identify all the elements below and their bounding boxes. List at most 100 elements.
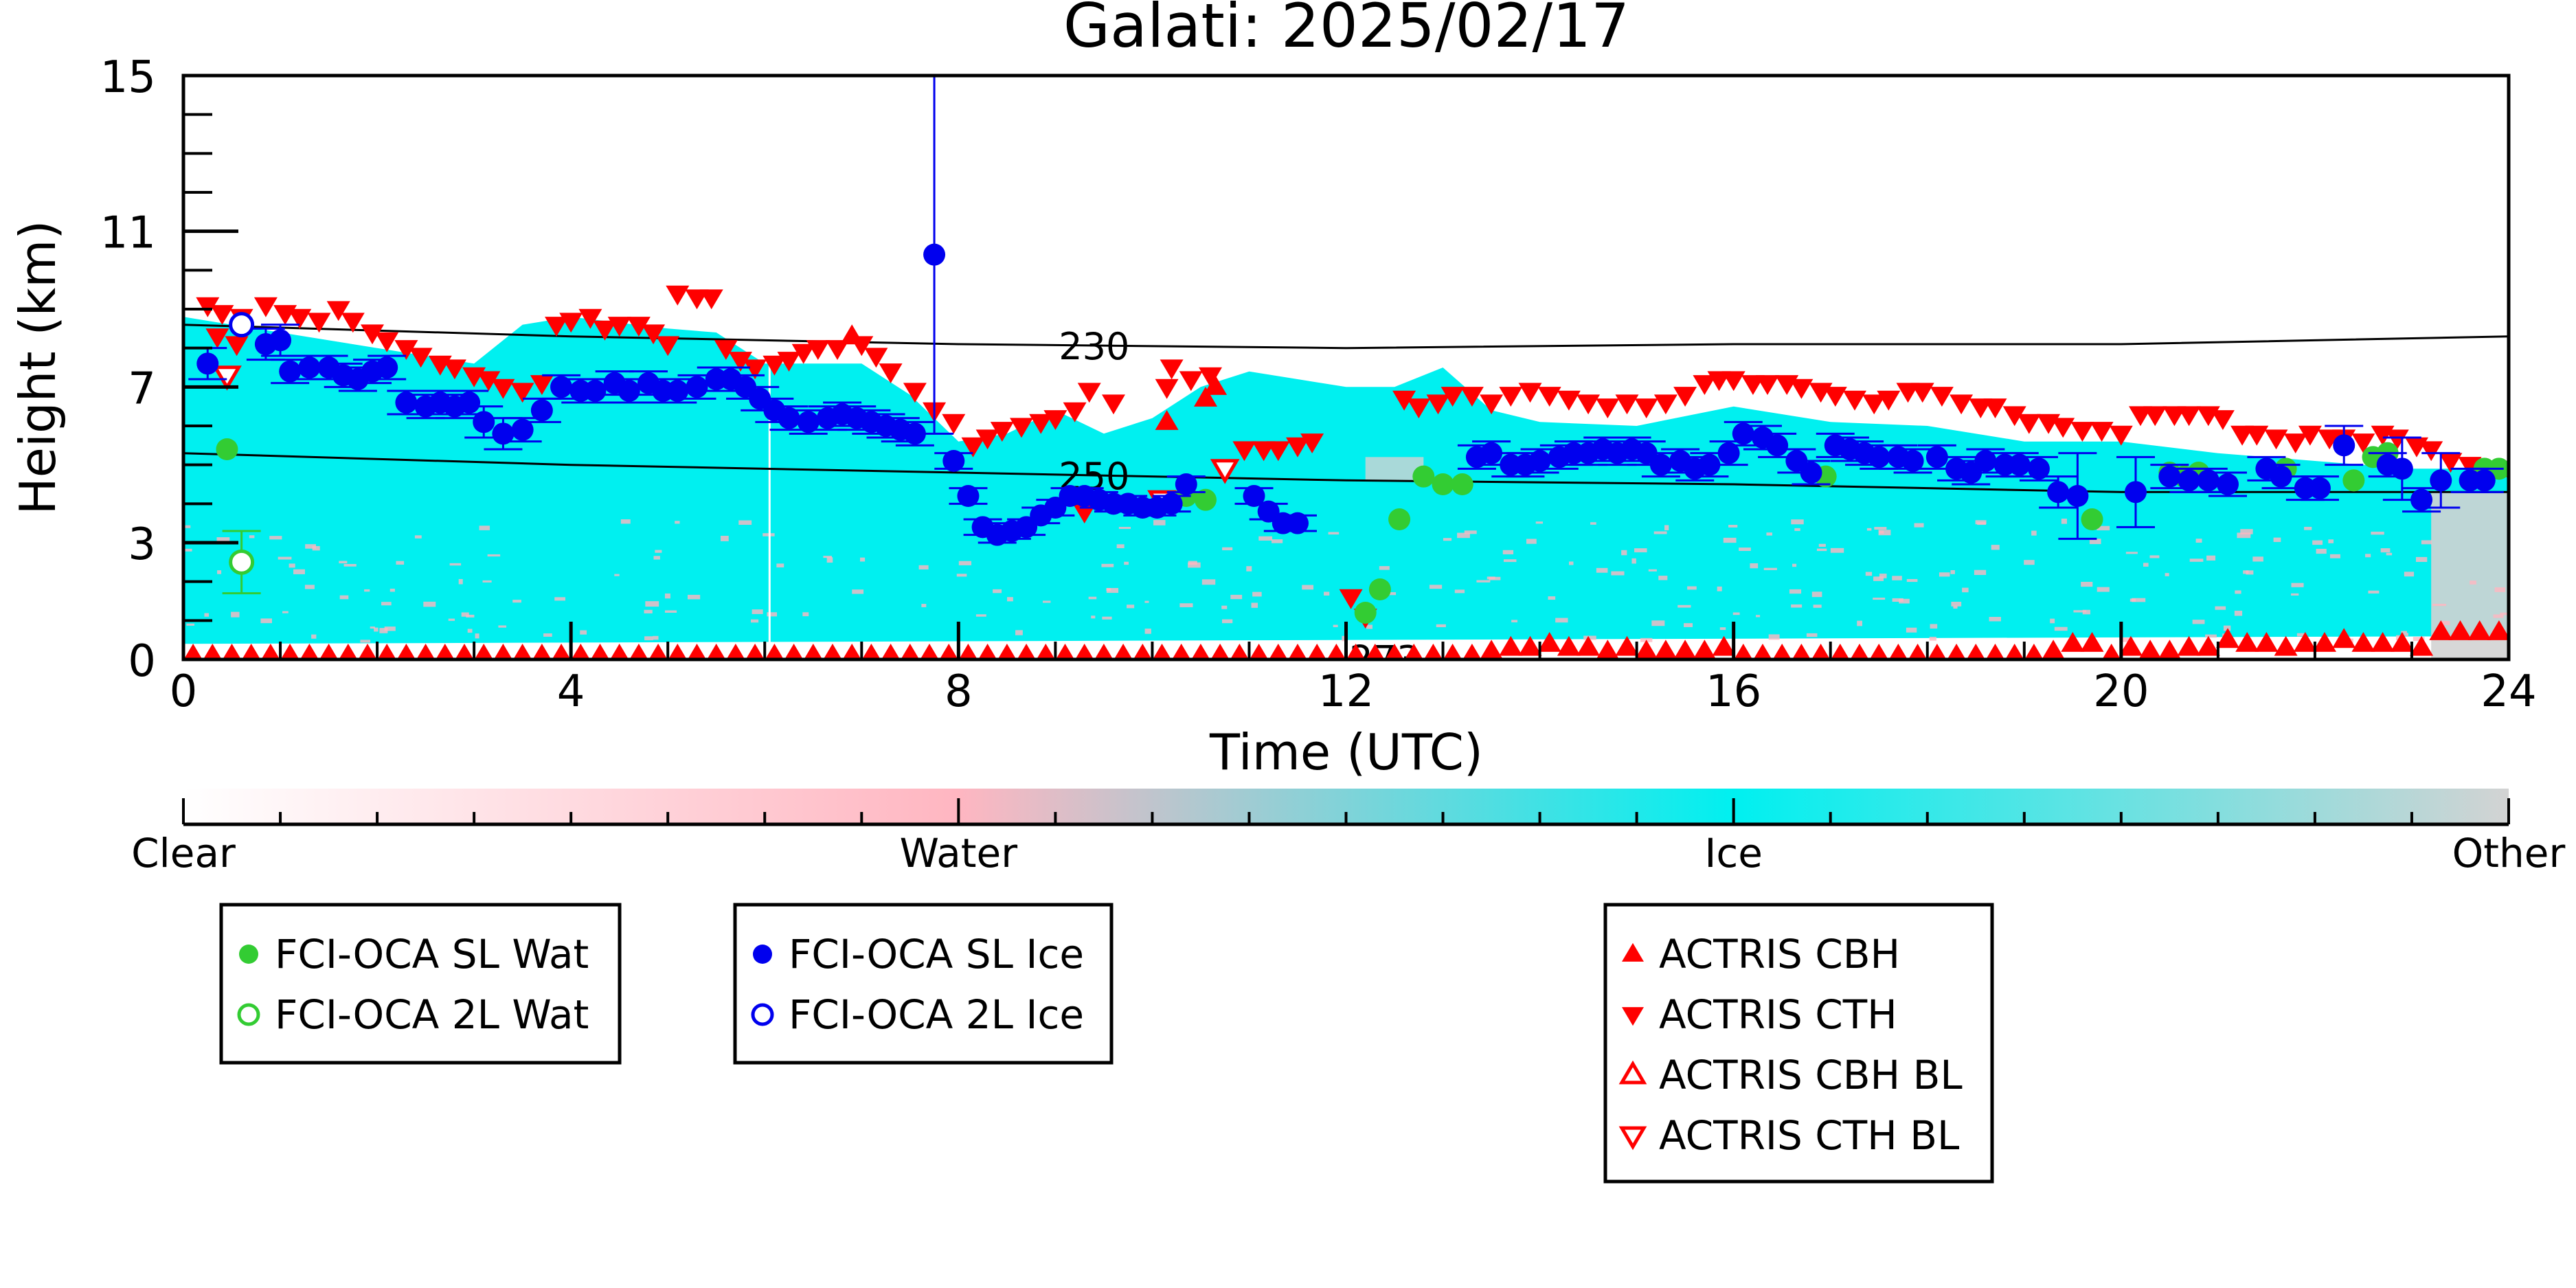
marker-actris-cth <box>2051 418 2075 438</box>
marker-actris-cbh <box>493 644 512 659</box>
marker-actris-cth <box>864 348 888 368</box>
marker-actris-cbh <box>1155 410 1179 430</box>
marker-fci-oca-sl-ice <box>1901 450 1924 472</box>
marker-fci-oca-sl-ice <box>2066 485 2089 507</box>
marker-fci-oca-sl-ice <box>1766 434 1789 457</box>
y-tick-label: 3 <box>128 519 156 570</box>
water-speckle <box>554 597 565 601</box>
marker-actris-cth <box>205 328 229 348</box>
marker-actris-cbh <box>1114 644 1133 659</box>
water-speckle <box>1991 545 2000 550</box>
marker-actris-cbh <box>1712 635 1736 656</box>
water-speckle <box>1791 604 1803 608</box>
marker-actris-cth <box>1577 394 1601 415</box>
marker-actris-cbh <box>2313 632 2336 652</box>
x-tick-label: 16 <box>1706 666 1761 717</box>
water-speckle <box>216 537 230 542</box>
marker-fci-oca-sl-ice <box>279 360 302 383</box>
water-speckle <box>1464 530 1477 534</box>
marker-actris-cth <box>791 343 815 364</box>
water-speckle <box>675 521 680 524</box>
water-speckle <box>653 556 660 560</box>
water-speckle <box>269 536 282 540</box>
marker-actris-cbh <box>1480 640 1503 659</box>
water-speckle <box>186 623 195 626</box>
marker-actris-cbh <box>1928 644 1947 659</box>
water-speckle <box>1763 567 1777 570</box>
water-speckle <box>1687 586 1697 590</box>
marker-fci-oca-sl-ice <box>1800 462 1822 484</box>
marker-actris-cbh <box>2410 635 2434 656</box>
water-speckle <box>1975 520 1987 525</box>
marker-actris-cbh <box>823 644 842 659</box>
water-speckle <box>802 612 809 617</box>
marker-actris-cbh <box>1615 635 1639 656</box>
marker-actris-cth <box>1339 589 1363 609</box>
water-speckle <box>1489 576 1501 580</box>
marker-actris-cbh <box>2351 632 2375 652</box>
marker-actris-cbh <box>2042 640 2065 659</box>
marker-actris-cth <box>2090 422 2114 442</box>
water-speckle <box>487 554 501 557</box>
marker-actris-cth <box>1266 441 1290 462</box>
marker-actris-cbh <box>629 644 648 659</box>
water-speckle <box>2413 637 2425 642</box>
marker-fci-oca-sl-ice <box>269 329 292 352</box>
legend-marker-actris-cth-bl <box>1618 1126 1647 1151</box>
marker-actris-cth <box>545 317 568 337</box>
marker-fci-oca-sl-ice <box>395 392 418 414</box>
water-speckle <box>1892 598 1903 602</box>
water-speckle <box>1555 618 1568 623</box>
marker-actris-cbh <box>978 644 997 659</box>
legends: FCI-OCA SL Wat FCI-OCA 2L Wat FCI-OCA SL I… <box>219 903 1994 1184</box>
marker-actris-cth <box>975 429 999 450</box>
marker-actris-cth <box>477 371 501 392</box>
marker-actris-cth <box>2070 422 2094 442</box>
marker-actris-cbh <box>1307 644 1326 659</box>
marker-actris-cth <box>442 359 466 380</box>
x-tick-label: 8 <box>945 666 973 717</box>
water-speckle <box>1873 597 1886 600</box>
water-speckle <box>1106 587 1119 594</box>
marker-fci-oca-sl-ice <box>957 485 980 507</box>
water-speckle <box>2132 598 2146 602</box>
marker-fci-oca-sl-ice <box>2027 457 2050 480</box>
marker-actris-cbh <box>610 644 629 659</box>
marker-actris-cbh <box>1133 644 1152 659</box>
water-speckle <box>498 625 507 628</box>
marker-actris-cbh <box>1250 644 1269 659</box>
water-speckle <box>1526 539 1537 544</box>
water-speckle <box>1878 530 1891 536</box>
marker-actris-cth <box>1407 398 1431 418</box>
marker-actris-cbh <box>1985 644 2005 659</box>
water-speckle <box>1865 572 1873 576</box>
marker-actris-cth <box>394 340 418 360</box>
marker-actris-cbh <box>222 644 242 659</box>
water-speckle <box>1102 616 1112 620</box>
marker-actris-cth <box>1877 390 1901 411</box>
water-speckle <box>343 564 357 567</box>
water-speckle <box>304 585 315 589</box>
marker-actris-cth <box>1440 387 1465 407</box>
marker-actris-cbh <box>1288 644 1307 659</box>
marker-actris-cth <box>510 383 534 403</box>
marker-actris-cth <box>225 336 249 357</box>
water-speckle <box>449 563 462 566</box>
marker-fci-oca-sl-ice <box>618 380 640 402</box>
marker-actris-cth <box>806 340 830 360</box>
water-speckle <box>1648 569 1657 572</box>
marker-actris-cth <box>2211 410 2235 430</box>
marker-actris-cth <box>1480 394 1504 415</box>
marker-actris-cth <box>850 336 874 357</box>
marker-actris-cth <box>1232 441 1256 462</box>
water-speckle <box>1535 521 1544 524</box>
water-speckle <box>1719 627 1726 631</box>
marker-actris-cth <box>326 301 350 321</box>
water-speckle <box>1596 567 1608 573</box>
marker-actris-cth <box>2002 406 2026 427</box>
marker-actris-cbh <box>1423 644 1443 659</box>
water-speckle <box>1144 629 1151 634</box>
marker-fci-oca-sl-ice <box>2008 453 2031 476</box>
